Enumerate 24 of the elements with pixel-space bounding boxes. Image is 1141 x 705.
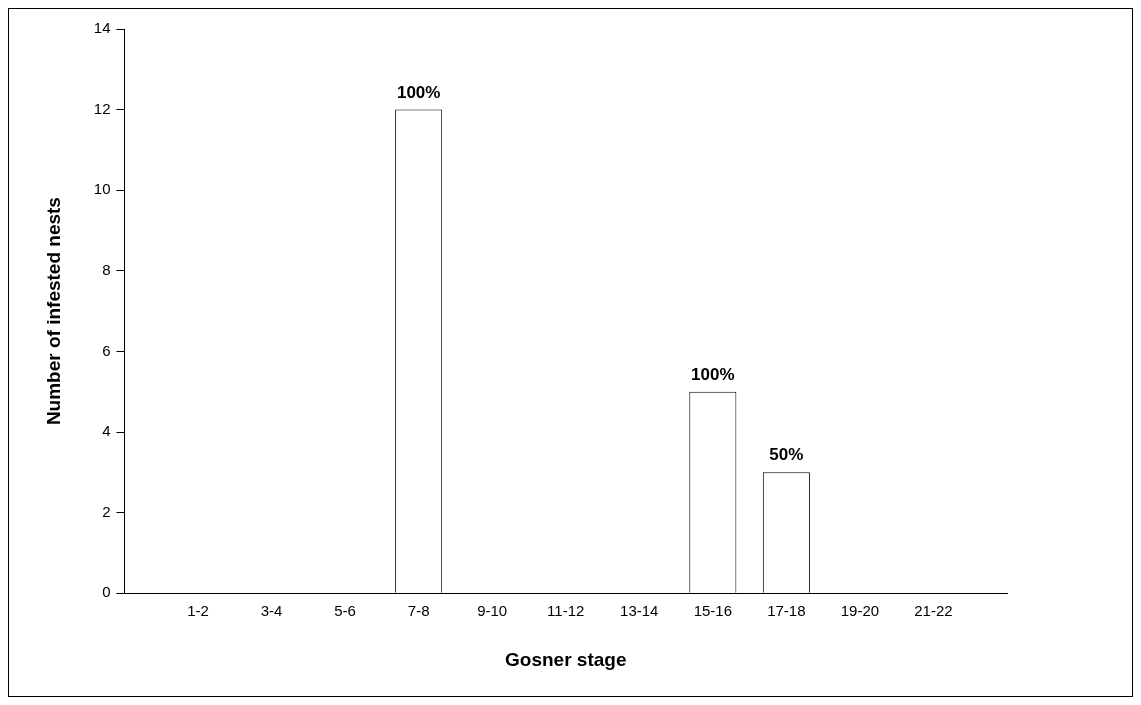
- x-axis-title: Gosner stage: [505, 648, 627, 670]
- y-tick-label: 6: [102, 341, 111, 359]
- y-tick-label: 0: [102, 583, 111, 601]
- annotation: 100%: [691, 364, 735, 384]
- y-tick-label: 10: [93, 180, 111, 198]
- x-tick-label: 17-18: [767, 602, 806, 620]
- x-tick-label: 9-10: [477, 602, 508, 620]
- x-tick-label: 3-4: [260, 602, 283, 620]
- x-tick-label: 5-6: [334, 602, 356, 620]
- annotation: 100%: [396, 82, 441, 102]
- annotation: 50%: [769, 445, 804, 465]
- y-tick-label: 12: [93, 99, 111, 117]
- x-tick-label: 13-14: [620, 602, 659, 620]
- x-tick-label: 7-8: [407, 602, 430, 620]
- y-tick-label: 14: [93, 19, 111, 37]
- x-tick-label: 19-20: [840, 602, 880, 620]
- x-tick-label: 21-22: [914, 602, 953, 620]
- x-tick-label: 11-12: [547, 602, 585, 620]
- y-tick-label: 8: [102, 260, 111, 278]
- x-tick-label: 15-16: [693, 602, 733, 620]
- x-tick-label: 1-2: [187, 602, 209, 620]
- y-tick-label: 4: [102, 422, 111, 440]
- y-axis-title: Number of infested nests: [42, 197, 64, 426]
- y-tick-label: 2: [102, 502, 111, 520]
